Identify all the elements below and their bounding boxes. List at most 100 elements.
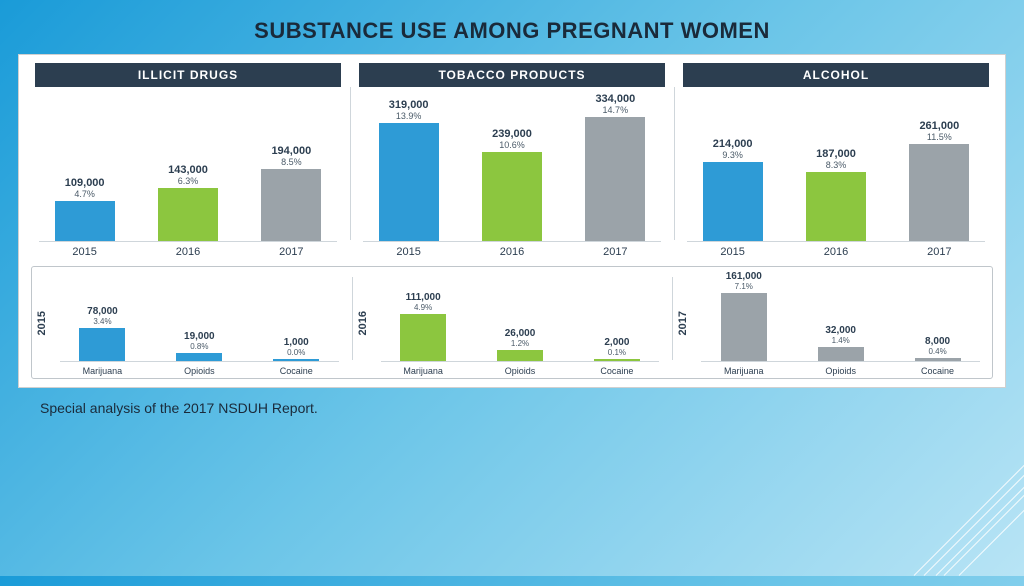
bar-wrap: 32,0001.4% [796,271,885,361]
x-labels-row: MarijuanaOpioidsCocaine [50,362,349,376]
bar-wrap: 261,00011.5% [892,91,987,241]
bar-wrap: 8,0000.4% [893,271,982,361]
bar-percent-label: 0.8% [190,342,208,351]
bars-area: 111,0004.9% 26,0001.2% 2,0000.1% [371,271,670,361]
bar-value-label: 26,000 [505,329,536,339]
bar-value-label: 214,000 [713,139,753,150]
breakdown-year-label: 2015 [34,311,50,335]
x-labels-row: Marijuana Opioids Cocaine [371,362,670,376]
top-chart-row: ILLICIT DRUGS109,0004.7%143,0006.3%194,0… [29,63,995,258]
bar-percent-label: 11.5% [927,132,952,142]
bar-wrap: 214,0009.3% [685,91,780,241]
bar-value-label: 239,000 [492,129,532,140]
bar-percent-label: 1.2% [511,339,529,348]
bar-percent-label: 1.4% [832,336,850,345]
breakdown-bars: 111,0004.9% 26,0001.2% 2,0000.1% Marijuana O… [371,271,670,376]
bar-wrap: 111,0004.9% [379,271,468,361]
x-label: 2015 [361,242,456,258]
bar-value-label: 261,000 [919,121,959,132]
slide-title: SUBSTANCE USE AMONG PREGNANT WOMEN [0,0,1024,54]
bar [818,347,864,361]
bar-percent-label: 0.1% [608,348,626,357]
x-label: Cocaine [252,362,341,376]
bar-wrap: 1,0000.0% [252,271,341,361]
bar-value-label: 78,000 [87,307,118,317]
breakdown-group: 201578,0003.4%19,0000.8%1,0000.0%Marijua… [34,271,349,376]
x-label: 2016 [140,242,235,258]
bar [55,201,115,241]
bar-value-label: 194,000 [271,146,311,157]
group-header: ILLICIT DRUGS [35,63,341,87]
bar-wrap: 143,0006.3% [140,91,235,241]
bar-value-label: 187,000 [816,149,856,160]
bar-percent-label: 3.4% [93,317,111,326]
bar-value-label: 19,000 [184,332,215,342]
bar-percent-label: 8.3% [826,160,847,170]
group-header: ALCOHOL [683,63,989,87]
bar-wrap: 187,0008.3% [788,91,883,241]
breakdown-bars: 161,0007.1%32,0001.4%8,0000.4%MarijuanaO… [691,271,990,376]
bar [482,152,542,241]
bar [703,162,763,241]
x-label: Opioids [476,362,565,376]
bar-wrap: 239,00010.6% [464,91,559,241]
bar-wrap: 19,0000.8% [155,271,244,361]
x-label: 2017 [244,242,339,258]
bar-value-label: 143,000 [168,165,208,176]
bar-value-label: 32,000 [825,326,856,336]
x-label: Cocaine [572,362,661,376]
bar-value-label: 111,000 [406,293,441,303]
bar-value-label: 2,000 [604,338,629,348]
bar-value-label: 161,000 [726,272,762,282]
bar-value-label: 8,000 [925,337,950,347]
x-labels-row: 2015 2016 2017 [353,242,671,258]
x-label: Opioids [796,362,885,376]
x-label: Marijuana [699,362,788,376]
bars-area: 161,0007.1%32,0001.4%8,0000.4% [691,271,990,361]
breakdown-year-label: 2017 [675,311,691,335]
bar [176,353,222,361]
x-label: 2017 [892,242,987,258]
bars-area: 78,0003.4%19,0000.8%1,0000.0% [50,271,349,361]
chart-group: ILLICIT DRUGS109,0004.7%143,0006.3%194,0… [29,63,347,258]
bar [379,123,439,241]
x-label: 2016 [464,242,559,258]
bar-wrap: 194,0008.5% [244,91,339,241]
bar-percent-label: 14.7% [603,105,629,115]
bar-value-label: 109,000 [65,178,105,189]
bar-wrap: 2,0000.1% [572,271,661,361]
bar-wrap: 334,00014.7% [568,91,663,241]
x-labels-row: 201520162017 [677,242,995,258]
bar [806,172,866,241]
x-label: 2015 [37,242,132,258]
bar-percent-label: 4.7% [74,189,95,199]
bar-value-label: 334,000 [595,94,635,105]
x-label: 2015 [685,242,780,258]
bar-percent-label: 0.4% [928,347,946,356]
breakdown-group: 2017161,0007.1%32,0001.4%8,0000.4%Mariju… [675,271,990,376]
bar [79,328,125,361]
x-label: Marijuana [379,362,468,376]
chart-group: TOBACCO PRODUCTS319,00013.9%239,00010.6%… [353,63,671,258]
bar-value-label: 1,000 [284,338,309,348]
bar [497,350,543,361]
bar-wrap: 78,0003.4% [58,271,147,361]
decorative-corner-lines [884,436,1024,586]
bar-value-label: 319,000 [389,100,429,111]
bar-percent-label: 6.3% [178,176,199,186]
bar [585,117,645,241]
x-label: Opioids [155,362,244,376]
bar-wrap: 161,0007.1% [699,271,788,361]
chart-group: ALCOHOL214,0009.3%187,0008.3%261,00011.5… [677,63,995,258]
bars-area: 214,0009.3%187,0008.3%261,00011.5% [677,91,995,241]
bar-percent-label: 7.1% [735,282,753,291]
bar [261,169,321,241]
bar-percent-label: 8.5% [281,157,302,167]
x-labels-row: Marijuana Opioids Cocaine [691,362,990,376]
bar-percent-label: 0.0% [287,348,305,357]
bar [721,293,767,361]
x-label: 2017 [568,242,663,258]
breakdown-box: 201578,0003.4%19,0000.8%1,0000.0%Marijua… [31,266,993,379]
x-label: Cocaine [893,362,982,376]
bar-wrap: 319,00013.9% [361,91,456,241]
